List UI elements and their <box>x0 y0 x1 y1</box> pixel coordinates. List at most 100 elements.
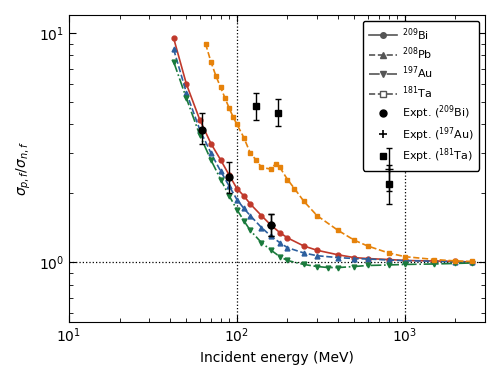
$^{208}$Pb <box>386 258 392 262</box>
$^{197}$Au <box>335 265 341 270</box>
$^{209}$Bi <box>184 82 190 86</box>
$^{181}$Ta <box>386 251 392 255</box>
$^{209}$Bi <box>170 36 176 41</box>
$^{197}$Au <box>184 96 190 101</box>
$^{209}$Bi <box>268 223 274 228</box>
$^{209}$Bi <box>247 202 253 206</box>
$^{181}$Ta <box>213 74 219 78</box>
$^{208}$Pb <box>268 234 274 239</box>
$^{209}$Bi <box>258 213 264 218</box>
$^{208}$Pb <box>402 258 408 263</box>
X-axis label: Incident energy (MeV): Incident energy (MeV) <box>200 351 354 365</box>
$^{209}$Bi <box>241 194 247 198</box>
$^{197}$Au <box>218 177 224 182</box>
$^{181}$Ta <box>301 199 307 203</box>
$^{197}$Au <box>468 261 474 265</box>
Line: $^{197}$Au: $^{197}$Au <box>171 59 474 270</box>
$^{208}$Pb <box>352 256 358 261</box>
$^{209}$Bi <box>364 256 370 261</box>
$^{181}$Ta <box>268 167 274 171</box>
$^{197}$Au <box>364 263 370 268</box>
$^{197}$Au <box>402 262 408 267</box>
$^{181}$Ta <box>284 177 290 182</box>
$^{197}$Au <box>301 262 307 267</box>
$^{181}$Ta <box>222 96 228 101</box>
$^{181}$Ta <box>432 257 438 262</box>
$^{181}$Ta <box>277 165 283 169</box>
$^{209}$Bi <box>301 244 307 248</box>
$^{208}$Pb <box>247 213 253 218</box>
$^{208}$Pb <box>277 241 283 245</box>
$^{197}$Au <box>247 228 253 233</box>
$^{208}$Pb <box>258 225 264 230</box>
Legend: $^{209}$Bi, $^{208}$Pb, $^{197}$Au, $^{181}$Ta, Expt. ($^{209}$Bi), Expt. ($^{19: $^{209}$Bi, $^{208}$Pb, $^{197}$Au, $^{1… <box>363 21 480 171</box>
$^{181}$Ta <box>335 228 341 233</box>
$^{197}$Au <box>352 264 358 269</box>
$^{209}$Bi <box>208 141 214 146</box>
$^{197}$Au <box>452 261 458 266</box>
$^{197}$Au <box>241 218 247 223</box>
$^{208}$Pb <box>218 169 224 174</box>
$^{197}$Au <box>268 248 274 253</box>
$^{181}$Ta <box>258 165 264 169</box>
$^{197}$Au <box>284 258 290 263</box>
$^{208}$Pb <box>314 253 320 258</box>
Line: $^{181}$Ta: $^{181}$Ta <box>203 41 474 264</box>
$^{197}$Au <box>326 265 332 270</box>
$^{209}$Bi <box>335 252 341 257</box>
$^{181}$Ta <box>202 41 208 46</box>
$^{209}$Bi <box>226 173 232 177</box>
$^{181}$Ta <box>364 244 370 248</box>
$^{208}$Pb <box>432 259 438 264</box>
$^{209}$Bi <box>468 260 474 264</box>
$^{208}$Pb <box>301 251 307 255</box>
$^{181}$Ta <box>314 213 320 218</box>
$^{181}$Ta <box>208 60 214 64</box>
$^{197}$Au <box>208 158 214 162</box>
$^{197}$Au <box>196 133 202 137</box>
$^{209}$Bi <box>277 230 283 235</box>
$^{208}$Pb <box>184 90 190 95</box>
$^{181}$Ta <box>247 151 253 155</box>
$^{209}$Bi <box>314 248 320 253</box>
$^{209}$Bi <box>196 117 202 122</box>
$^{197}$Au <box>277 254 283 259</box>
$^{208}$Pb <box>208 151 214 155</box>
Line: $^{208}$Pb: $^{208}$Pb <box>171 47 474 264</box>
$^{197}$Au <box>234 207 240 212</box>
$^{197}$Au <box>386 263 392 267</box>
$^{181}$Ta <box>234 122 240 127</box>
$^{181}$Ta <box>218 85 224 90</box>
Line: $^{209}$Bi: $^{209}$Bi <box>171 36 474 264</box>
$^{181}$Ta <box>253 158 259 162</box>
$^{208}$Pb <box>468 260 474 264</box>
$^{208}$Pb <box>196 127 202 132</box>
$^{181}$Ta <box>402 254 408 259</box>
$^{181}$Ta <box>452 259 458 263</box>
$^{209}$Bi <box>284 236 290 240</box>
$^{209}$Bi <box>218 158 224 162</box>
$^{181}$Ta <box>292 186 298 191</box>
$^{181}$Ta <box>468 259 474 264</box>
$^{209}$Bi <box>352 255 358 260</box>
$^{208}$Pb <box>335 255 341 260</box>
$^{208}$Pb <box>452 260 458 264</box>
$^{197}$Au <box>314 264 320 269</box>
$^{209}$Bi <box>432 259 438 263</box>
$^{208}$Pb <box>241 206 247 211</box>
$^{197}$Au <box>170 60 176 64</box>
$^{208}$Pb <box>226 184 232 188</box>
$^{181}$Ta <box>352 238 358 242</box>
$^{197}$Au <box>432 262 438 266</box>
$^{208}$Pb <box>234 197 240 202</box>
$^{208}$Pb <box>284 245 290 250</box>
$^{181}$Ta <box>226 106 232 111</box>
$^{209}$Bi <box>234 186 240 191</box>
$^{181}$Ta <box>230 115 236 119</box>
$^{197}$Au <box>226 194 232 198</box>
$^{181}$Ta <box>272 161 278 166</box>
$^{209}$Bi <box>386 257 392 262</box>
$^{209}$Bi <box>402 258 408 263</box>
$^{181}$Ta <box>241 135 247 140</box>
Y-axis label: $\sigma_{p,f}/\sigma_{n,f}$: $\sigma_{p,f}/\sigma_{n,f}$ <box>15 141 34 196</box>
